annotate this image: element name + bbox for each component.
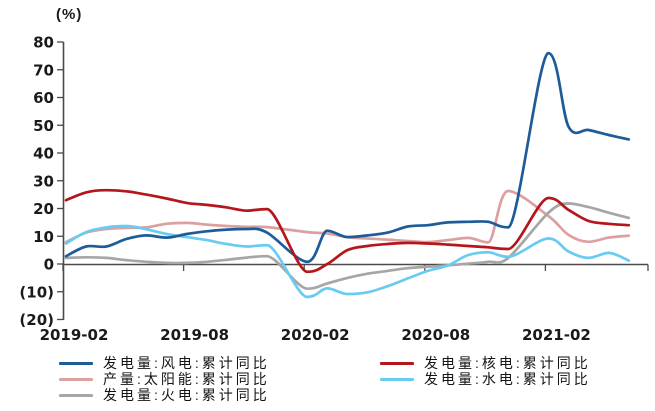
x-axis-label: 2020-02 [281, 326, 350, 344]
legend-swatch-solar [59, 378, 93, 381]
legend-item-nuclear: 发电量:核电:累计同比 [380, 355, 591, 371]
y-axis-label: 70 [33, 61, 54, 79]
legend-item-thermal: 发电量:火电:累计同比 [59, 387, 270, 403]
series-line-nuclear [64, 188, 631, 274]
legend-label-nuclear: 发电量:核电:累计同比 [424, 355, 591, 371]
legend-swatch-hydro [380, 378, 414, 381]
y-axis-unit-label: (%) [56, 6, 83, 23]
y-axis-label: 50 [33, 117, 54, 135]
legend-item-hydro: 发电量:水电:累计同比 [380, 371, 591, 387]
series-line-hydro [64, 224, 631, 299]
legend-swatch-nuclear [380, 362, 414, 365]
legend-right-column: 发电量:核电:累计同比 发电量:水电:累计同比 [380, 355, 591, 389]
series-line-wind [64, 51, 631, 264]
x-axis-label: 2021-02 [522, 326, 591, 344]
legend-left-column: 发电量:风电:累计同比 产量:太阳能:累计同比 发电量:火电:累计同比 [59, 355, 270, 405]
legend-swatch-wind [59, 362, 93, 365]
y-axis-label: 60 [33, 89, 54, 107]
legend-swatch-thermal [59, 394, 93, 397]
y-axis-label: 80 [33, 34, 54, 52]
x-axis-label: 2019-02 [40, 326, 109, 344]
legend-label-thermal: 发电量:火电:累计同比 [103, 387, 270, 403]
y-axis-label: (10) [19, 283, 54, 301]
y-axis-label: 40 [33, 145, 54, 163]
y-axis-label: (20) [19, 311, 54, 329]
y-axis-label: 0 [44, 256, 54, 274]
y-axis-label: 30 [33, 172, 54, 190]
y-axis-label: 20 [33, 200, 54, 218]
legend-label-hydro: 发电量:水电:累计同比 [424, 371, 591, 387]
legend-label-wind: 发电量:风电:累计同比 [103, 355, 270, 371]
legend-item-wind: 发电量:风电:累计同比 [59, 355, 270, 371]
x-axis-label: 2019-08 [160, 326, 229, 344]
legend-item-solar: 产量:太阳能:累计同比 [59, 371, 270, 387]
y-axis-label: 10 [33, 228, 54, 246]
series-line-thermal [64, 202, 631, 291]
x-axis-label: 2020-08 [401, 326, 470, 344]
legend-label-solar: 产量:太阳能:累计同比 [103, 371, 270, 387]
